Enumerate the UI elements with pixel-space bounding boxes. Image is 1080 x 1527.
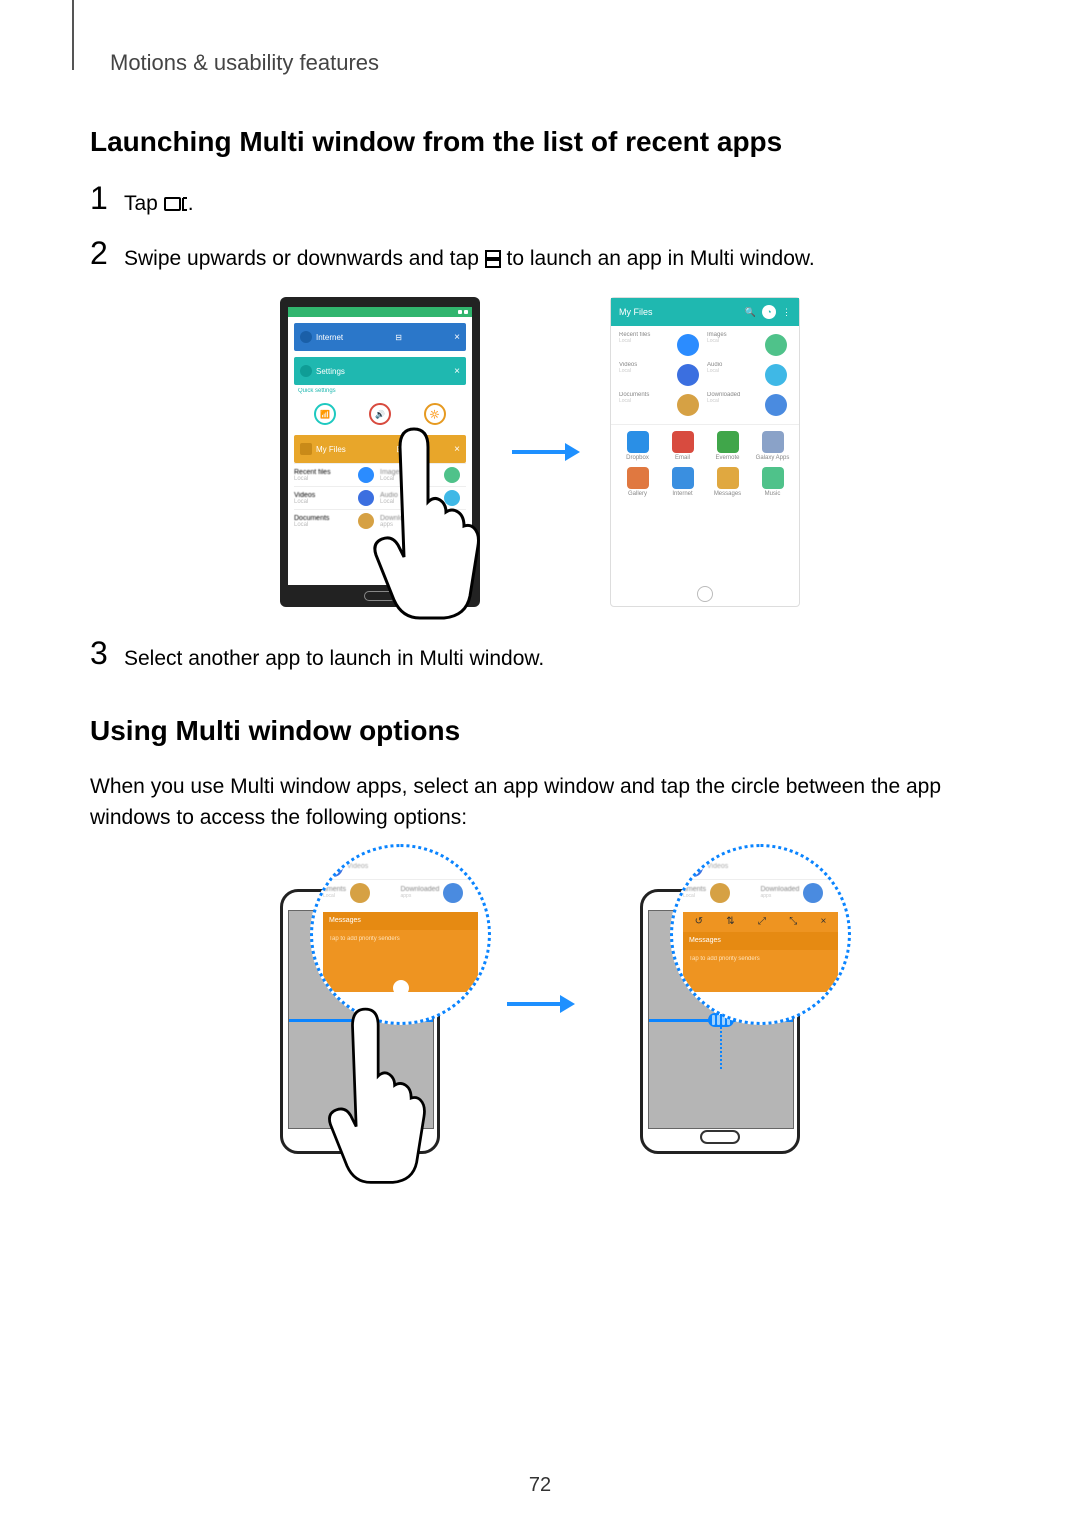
grid-item: AudioLocal bbox=[705, 360, 759, 390]
arrow-icon bbox=[505, 989, 575, 1019]
card-label: Settings bbox=[316, 367, 345, 376]
figure-recent-apps: Internet ⊟ × Settings × Quick settings 📶… bbox=[90, 297, 990, 607]
grid-item: DocumentsLocal bbox=[617, 390, 671, 420]
option-icon: ⤢ bbox=[758, 916, 766, 927]
margin-line bbox=[72, 0, 74, 70]
section2-body: When you use Multi window apps, select a… bbox=[90, 771, 990, 834]
arrow-icon bbox=[510, 437, 580, 467]
callout-bubble: Videos umentsLocal Downloadedapps ↺⇅⤢⤡× … bbox=[670, 844, 851, 1025]
option-icon: × bbox=[820, 916, 826, 927]
app-item: Email bbox=[663, 431, 703, 461]
grid-item: ImagesLocal bbox=[705, 330, 759, 360]
panel-header-label: My Files bbox=[619, 307, 653, 317]
orange-header: Messages bbox=[689, 937, 721, 944]
manual-page: Motions & usability features Launching M… bbox=[0, 0, 1080, 1527]
figure-multiwindow-options: Videos umentsLocal Downloadedapps Messag… bbox=[90, 854, 990, 1154]
grid-item: DownloadedLocal bbox=[705, 390, 759, 420]
step-text: Select another app to launch in Multi wi… bbox=[124, 637, 544, 675]
orange-body: Tap to add priority senders bbox=[689, 956, 760, 962]
step-text: Swipe upwards or downwards and tap to la… bbox=[124, 237, 815, 278]
recent-apps-icon bbox=[164, 191, 188, 223]
figure2-phone-right: Videos umentsLocal Downloadedapps ↺⇅⤢⤡× … bbox=[625, 854, 815, 1154]
card-label: Internet bbox=[316, 333, 343, 342]
app-item: Dropbox bbox=[618, 431, 658, 461]
step-1: 1 Tap . bbox=[90, 182, 990, 223]
section-heading-2: Using Multi window options bbox=[90, 715, 990, 747]
clock-icon: ◔ bbox=[762, 305, 776, 319]
step-number: 3 bbox=[90, 637, 124, 669]
step-number: 2 bbox=[90, 237, 124, 269]
option-icon: ⤡ bbox=[789, 916, 797, 927]
step1-post: . bbox=[188, 192, 194, 215]
app-item: Internet bbox=[663, 467, 703, 497]
option-icon: ⇅ bbox=[726, 916, 734, 927]
app-item: Messages bbox=[708, 467, 748, 497]
figure-phone-left: Internet ⊟ × Settings × Quick settings 📶… bbox=[280, 297, 480, 607]
more-icon: ⋮ bbox=[782, 307, 791, 318]
app-item: Evernote bbox=[708, 431, 748, 461]
page-number: 72 bbox=[0, 1474, 1080, 1497]
app-item: Music bbox=[753, 467, 793, 497]
grid-item: VideosLocal bbox=[617, 360, 671, 390]
step-number: 1 bbox=[90, 182, 124, 214]
orange-body: Tap to add priority senders bbox=[329, 936, 400, 942]
step-2: 2 Swipe upwards or downwards and tap to … bbox=[90, 237, 990, 278]
search-icon: 🔍 bbox=[745, 307, 756, 318]
section-heading-1: Launching Multi window from the list of … bbox=[90, 126, 990, 158]
step2-pre: Swipe upwards or downwards and tap bbox=[124, 247, 485, 270]
card-label: My Files bbox=[316, 445, 346, 454]
step-3: 3 Select another app to launch in Multi … bbox=[90, 637, 990, 675]
orange-header: Messages bbox=[329, 917, 361, 924]
grid-item: Recent filesLocal bbox=[617, 330, 671, 360]
step2-post: to launch an app in Multi window. bbox=[501, 247, 815, 270]
chapter-title: Motions & usability features bbox=[110, 50, 990, 76]
callout-bubble: Videos umentsLocal Downloadedapps Messag… bbox=[310, 844, 491, 1025]
step-text: Tap . bbox=[124, 182, 194, 223]
option-icon: ↺ bbox=[695, 916, 703, 927]
step1-pre: Tap bbox=[124, 192, 164, 215]
figure-app-picker: My Files 🔍 ◔ ⋮ Recent filesLocal ImagesLo… bbox=[610, 297, 800, 607]
multiwindow-icon bbox=[485, 246, 501, 278]
figure2-phone-left: Videos umentsLocal Downloadedapps Messag… bbox=[265, 854, 455, 1154]
app-item: Galaxy Apps bbox=[753, 431, 793, 461]
app-item: Gallery bbox=[618, 467, 658, 497]
